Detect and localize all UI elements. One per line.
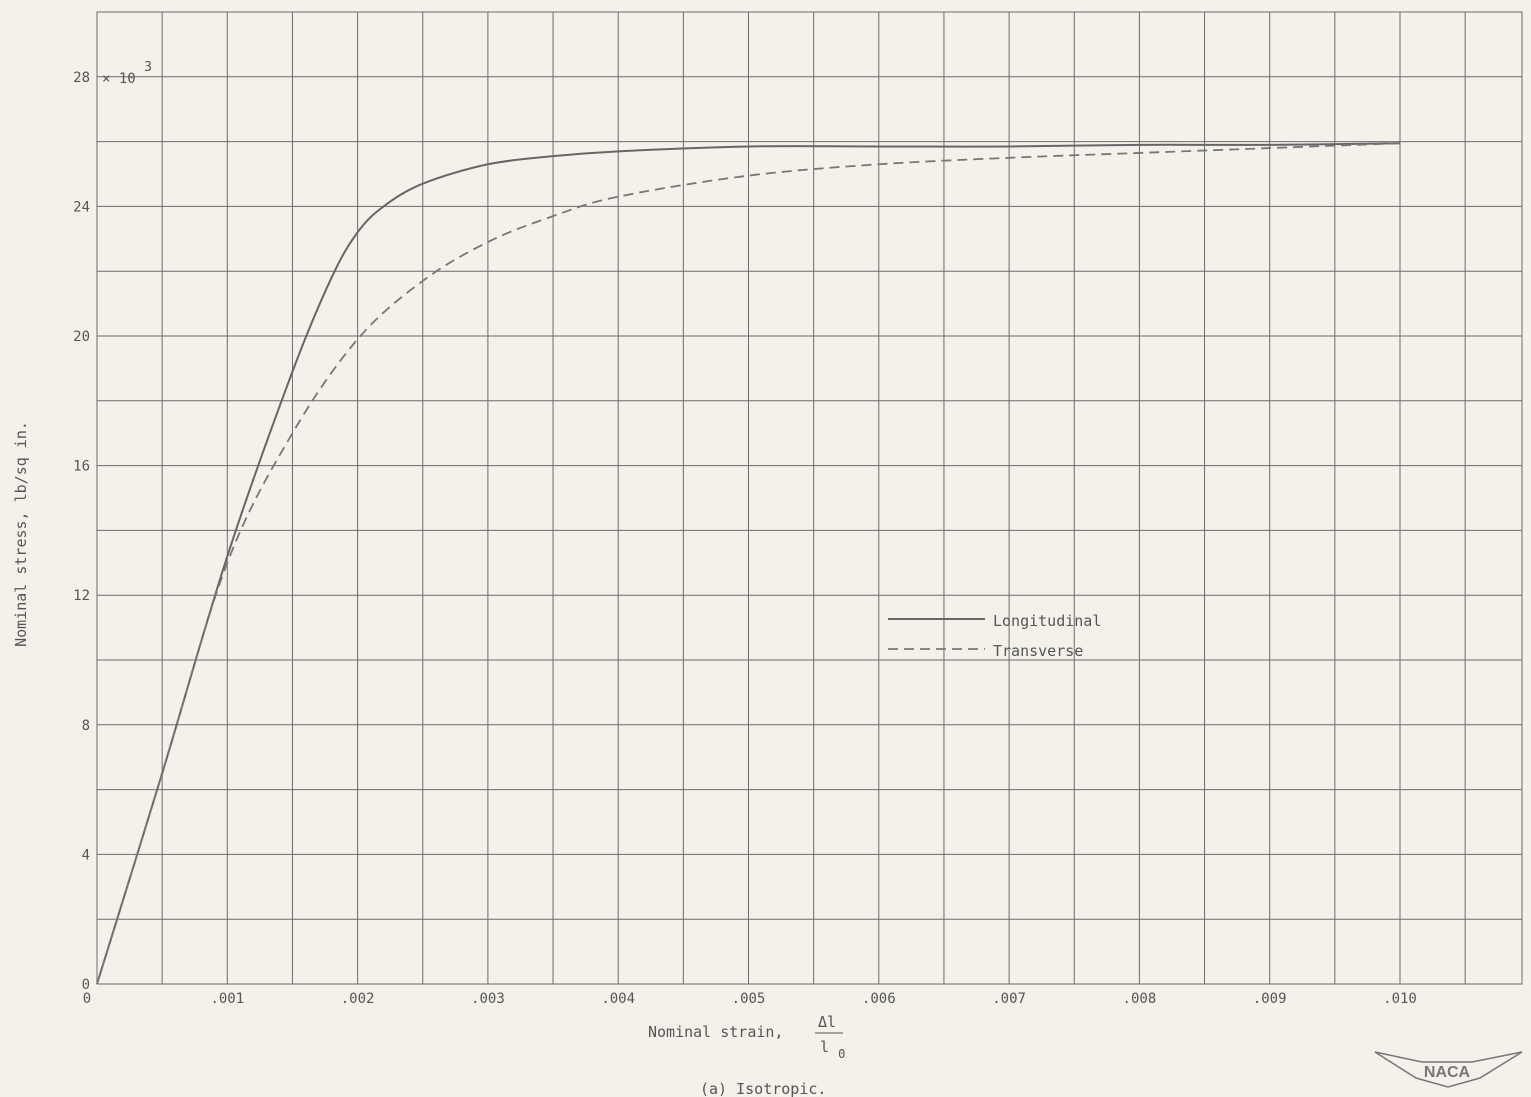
y-axis-label: Nominal stress, lb/sq in. <box>12 421 30 647</box>
y-tick-label: 20 <box>73 329 90 345</box>
series-line-longitudinal <box>96 142 1401 985</box>
x-tick-label: .001 <box>210 991 244 1007</box>
naca-logo-text: NACA <box>1424 1064 1471 1081</box>
grid <box>96 11 1523 985</box>
y-tick-labels: 0 4 8 12 16 20 24 28 <box>73 70 90 993</box>
y-tick-label: 28 <box>73 70 90 86</box>
series-lines <box>96 142 1401 985</box>
x-fraction-denominator: l 0 <box>820 1038 845 1061</box>
y-tick-label: 4 <box>82 847 90 863</box>
legend-label-longitudinal: Longitudinal <box>993 612 1101 630</box>
x-fraction-denominator-subscript: 0 <box>838 1047 845 1061</box>
plot-frame <box>96 11 1523 985</box>
x-tick-label: .003 <box>471 991 505 1007</box>
naca-logo: NACA <box>1374 1051 1523 1088</box>
y-multiplier-base: × 10 <box>102 71 136 87</box>
x-fraction-numerator: Δl <box>818 1013 836 1031</box>
naca-logo-wings <box>1374 1051 1523 1088</box>
x-tick-label: .006 <box>862 991 896 1007</box>
series-line-transverse <box>96 142 1401 985</box>
figure-caption: (a) Isotropic. <box>700 1080 826 1097</box>
y-multiplier-exponent: 3 <box>144 60 152 75</box>
legend: Longitudinal Transverse <box>888 612 1101 660</box>
x-tick-label: .004 <box>601 991 635 1007</box>
x-tick-labels: 0 .001 .002 .003 .004 .005 .006 .007 .008 .009 .01… <box>83 991 1417 1007</box>
x-fraction-denominator-symbol: l <box>820 1038 829 1056</box>
legend-label-transverse: Transverse <box>993 642 1083 660</box>
x-axis-fraction: Δl l 0 <box>815 1013 845 1061</box>
x-axis-label: Nominal strain, <box>648 1023 783 1041</box>
y-multiplier: × 10 3 <box>102 60 152 87</box>
y-tick-label: 8 <box>82 718 90 734</box>
x-tick-label: .009 <box>1253 991 1287 1007</box>
x-tick-label: .007 <box>992 991 1026 1007</box>
y-tick-label: 12 <box>73 588 90 604</box>
y-tick-label: 24 <box>73 199 90 215</box>
x-tick-label: .002 <box>341 991 375 1007</box>
x-tick-label: .010 <box>1383 991 1417 1007</box>
y-tick-label: 16 <box>73 459 90 475</box>
x-tick-label: .005 <box>732 991 766 1007</box>
y-tick-label: 0 <box>82 977 90 993</box>
x-tick-label: .008 <box>1123 991 1157 1007</box>
x-tick-label: 0 <box>83 991 91 1007</box>
